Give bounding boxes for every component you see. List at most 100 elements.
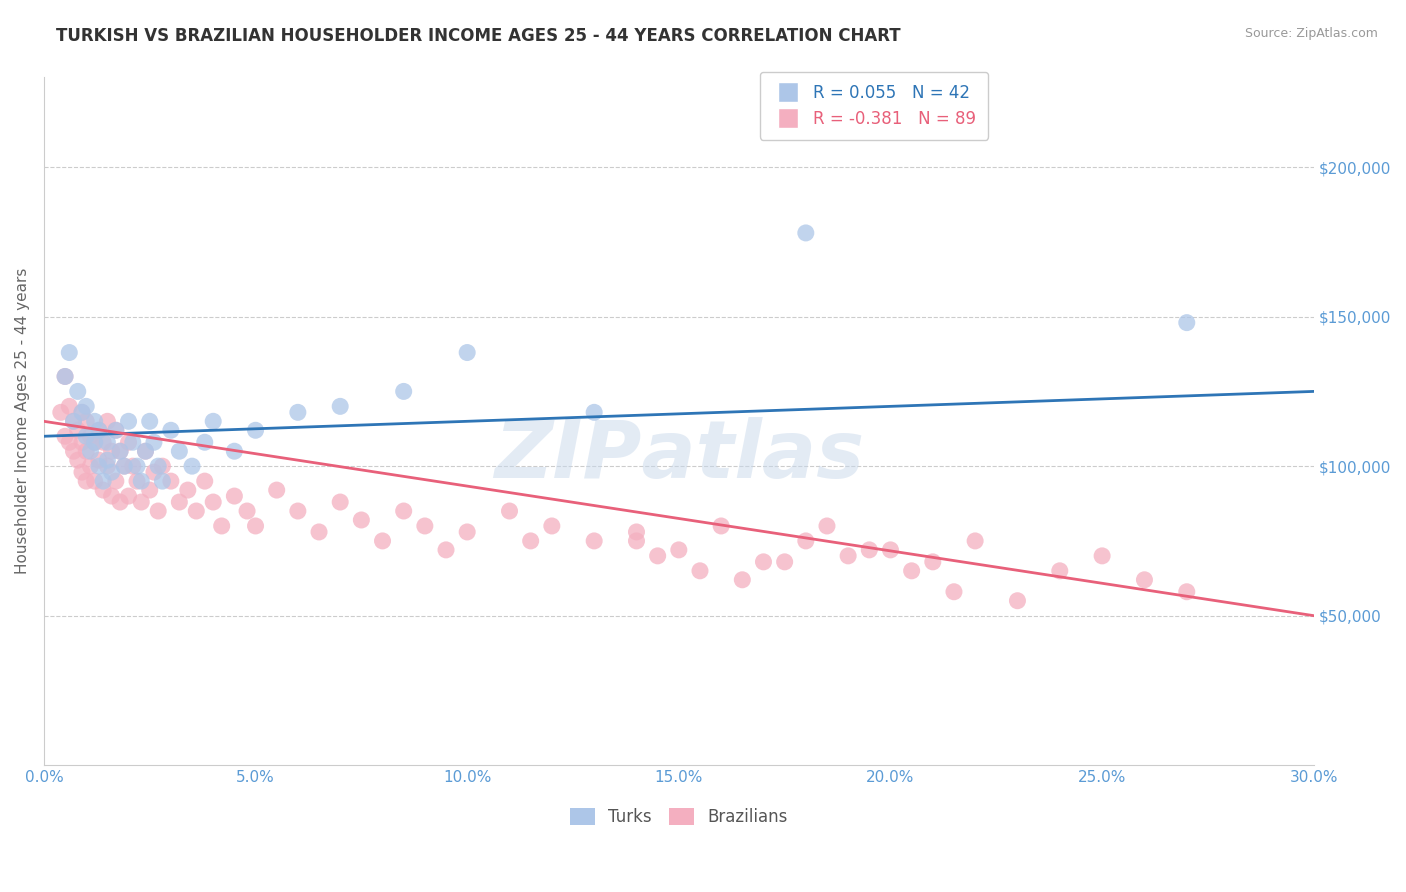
Point — [752, 555, 775, 569]
Point — [75, 400, 97, 414]
Point — [266, 483, 288, 497]
Point — [329, 400, 352, 414]
Point — [83, 435, 105, 450]
Point — [117, 435, 139, 450]
Point — [900, 564, 922, 578]
Point — [224, 489, 246, 503]
Point — [1133, 573, 1156, 587]
Point — [434, 542, 457, 557]
Point — [100, 489, 122, 503]
Point — [91, 435, 114, 450]
Point — [87, 423, 110, 437]
Point — [108, 495, 131, 509]
Point — [287, 405, 309, 419]
Point — [129, 495, 152, 509]
Point — [308, 524, 330, 539]
Point — [87, 453, 110, 467]
Point — [108, 444, 131, 458]
Point — [70, 405, 93, 419]
Point — [152, 474, 174, 488]
Point — [1175, 316, 1198, 330]
Point — [177, 483, 200, 497]
Point — [794, 226, 817, 240]
Point — [104, 423, 127, 437]
Point — [169, 495, 191, 509]
Point — [837, 549, 859, 563]
Point — [79, 429, 101, 443]
Point — [134, 444, 156, 458]
Point — [121, 459, 143, 474]
Point — [152, 459, 174, 474]
Point — [125, 459, 148, 474]
Point — [731, 573, 754, 587]
Point — [773, 555, 796, 569]
Point — [79, 444, 101, 458]
Point — [186, 504, 208, 518]
Point — [70, 465, 93, 479]
Point — [138, 483, 160, 497]
Point — [96, 414, 118, 428]
Point — [91, 483, 114, 497]
Point — [104, 423, 127, 437]
Point — [58, 400, 80, 414]
Point — [202, 495, 225, 509]
Point — [129, 474, 152, 488]
Point — [91, 474, 114, 488]
Point — [49, 405, 72, 419]
Point — [540, 519, 562, 533]
Point — [815, 519, 838, 533]
Point — [53, 369, 76, 384]
Point — [965, 533, 987, 548]
Point — [70, 435, 93, 450]
Point — [142, 465, 165, 479]
Point — [79, 459, 101, 474]
Point — [169, 444, 191, 458]
Point — [689, 564, 711, 578]
Point — [245, 519, 267, 533]
Point — [96, 453, 118, 467]
Point — [83, 435, 105, 450]
Point — [287, 504, 309, 518]
Point — [134, 444, 156, 458]
Point — [100, 465, 122, 479]
Point — [142, 435, 165, 450]
Point — [83, 414, 105, 428]
Point — [125, 474, 148, 488]
Point — [519, 533, 541, 548]
Point — [75, 429, 97, 443]
Point — [66, 453, 89, 467]
Point — [58, 435, 80, 450]
Point — [58, 345, 80, 359]
Y-axis label: Householder Income Ages 25 - 44 years: Householder Income Ages 25 - 44 years — [15, 268, 30, 574]
Point — [1175, 584, 1198, 599]
Point — [668, 542, 690, 557]
Point — [350, 513, 373, 527]
Point — [66, 384, 89, 399]
Point — [53, 369, 76, 384]
Point — [181, 459, 204, 474]
Point — [148, 459, 170, 474]
Text: ZIP​atlas: ZIP​atlas — [494, 417, 863, 495]
Point — [583, 405, 606, 419]
Point — [66, 423, 89, 437]
Point — [1091, 549, 1114, 563]
Point — [329, 495, 352, 509]
Point — [858, 542, 880, 557]
Point — [794, 533, 817, 548]
Point — [392, 384, 415, 399]
Point — [224, 444, 246, 458]
Point — [160, 474, 183, 488]
Point — [87, 423, 110, 437]
Point — [1007, 593, 1029, 607]
Point — [879, 542, 901, 557]
Point — [921, 555, 943, 569]
Point — [75, 444, 97, 458]
Point — [75, 474, 97, 488]
Point — [53, 429, 76, 443]
Point — [104, 474, 127, 488]
Point — [647, 549, 669, 563]
Point — [236, 504, 259, 518]
Point — [148, 504, 170, 518]
Text: Source: ZipAtlas.com: Source: ZipAtlas.com — [1244, 27, 1378, 40]
Point — [194, 435, 217, 450]
